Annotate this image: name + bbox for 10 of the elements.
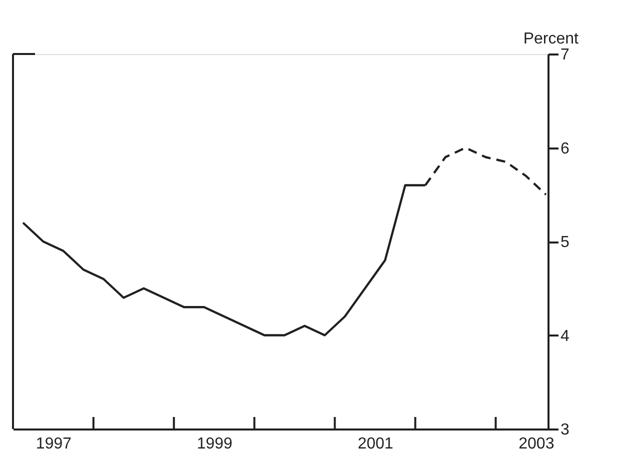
y-tick-label: 4 bbox=[560, 328, 570, 345]
x-tick-label: 1999 bbox=[196, 436, 233, 452]
y-tick-label: 5 bbox=[560, 234, 570, 251]
y-axis-title: Percent bbox=[523, 30, 580, 48]
y-tick-label: 7 bbox=[560, 46, 570, 64]
x-tick-label: 1997 bbox=[36, 436, 72, 452]
x-tick-label: 2003 bbox=[518, 436, 554, 452]
y-tick-label: 6 bbox=[560, 140, 570, 158]
x-tick-label: 2001 bbox=[358, 436, 394, 452]
y-tick-label: 3 bbox=[560, 422, 570, 438]
